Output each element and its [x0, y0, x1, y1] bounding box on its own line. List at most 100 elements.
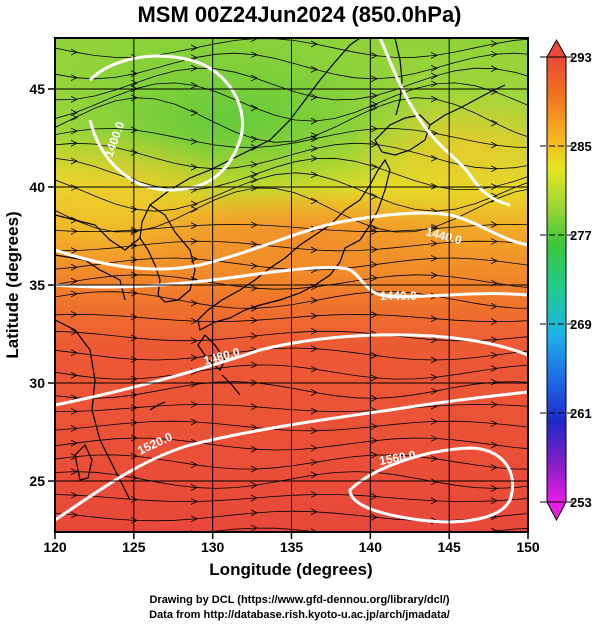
wind-arrow: [130, 79, 138, 87]
wind-arrow: [250, 176, 258, 184]
wind-arrow: [490, 50, 498, 58]
wind-arrow: [370, 101, 378, 108]
wind-arrow: [190, 82, 198, 89]
colorbar-tick-label: 277: [570, 228, 592, 243]
colorbar-tick-label: 261: [570, 406, 592, 421]
colorbar-tick-label: 293: [570, 50, 592, 65]
wind-arrow: [490, 88, 498, 96]
wind-arrow: [70, 184, 78, 191]
wind-arrow: [250, 221, 258, 229]
wind-arrow: [250, 509, 258, 517]
wind-arrow: [490, 40, 498, 47]
wind-arrow: [70, 277, 78, 285]
streamline: [55, 381, 528, 399]
y-axis-title: Latitude (degrees): [3, 211, 22, 358]
x-tick-label: 150: [516, 539, 540, 555]
streamline: [55, 403, 528, 413]
colorbar-gradient: [546, 56, 567, 503]
wind-arrow: [250, 524, 258, 532]
wind-arrow: [430, 418, 438, 425]
wind-arrow: [430, 80, 438, 88]
wind-arrow: [70, 311, 78, 318]
wind-arrow: [310, 135, 318, 143]
wind-arrow: [250, 332, 258, 340]
x-tick-label: 140: [359, 539, 383, 555]
y-axis: 25 30 35 40 45: [29, 81, 55, 489]
wind-arrow: [430, 315, 438, 323]
streamline: [55, 313, 528, 323]
wind-arrow: [250, 403, 258, 411]
map-title: MSM 00Z24Jun2024 (850.0hPa): [137, 2, 462, 27]
wind-arrow: [370, 92, 378, 100]
wind-arrow: [190, 206, 198, 213]
streamline: [55, 52, 528, 80]
wind-arrow: [70, 247, 78, 254]
wind-arrow: [430, 271, 438, 279]
wind-arrow: [250, 184, 258, 192]
wind-arrow: [310, 197, 318, 205]
wind-arrow: [130, 177, 138, 184]
y-tick-label: 45: [29, 81, 45, 97]
streamline: [55, 364, 528, 380]
wind-arrow: [250, 465, 258, 473]
wind-arrow: [130, 149, 138, 156]
wind-arrow: [430, 478, 438, 486]
wind-arrow: [190, 138, 198, 145]
wind-arrow: [490, 464, 498, 471]
wind-arrow: [430, 240, 438, 247]
wind-arrow: [490, 527, 498, 532]
wind-arrow: [130, 419, 138, 426]
wind-arrow: [310, 312, 318, 320]
wind-arrow: [370, 274, 378, 282]
wind-arrow: [250, 494, 258, 502]
wind-arrow: [490, 378, 498, 386]
wind-arrow: [70, 408, 78, 415]
wind-arrow: [490, 119, 498, 127]
wind-arrow: [310, 491, 318, 498]
streamline: [55, 454, 528, 470]
coastlines: [55, 38, 506, 501]
wind-arrow: [490, 238, 498, 245]
wind-arrow: [490, 497, 498, 505]
wind-arrow: [370, 52, 378, 59]
wind-arrow: [130, 391, 138, 399]
wind-arrow: [490, 441, 498, 449]
wind-arrow: [190, 380, 198, 388]
wind-arrow: [250, 316, 258, 324]
wind-arrow: [70, 371, 78, 379]
wind-arrow: [70, 96, 78, 103]
wind-arrow: [430, 455, 438, 463]
wind-arrow: [71, 534, 77, 540]
wind-arrow: [310, 427, 318, 435]
x-tick-label: 125: [122, 539, 146, 555]
wind-arrow: [70, 48, 78, 56]
wind-arrow: [490, 401, 498, 408]
wind-arrow: [310, 508, 318, 516]
streamline: [55, 274, 528, 290]
wind-arrow: [370, 352, 378, 359]
wind-arrow: [190, 44, 198, 52]
wind-arrow: [370, 437, 378, 444]
streamline: [55, 471, 528, 489]
wind-arrow: [70, 227, 78, 235]
colorbar-top-triangle: [546, 38, 567, 58]
colorbar-tick-label: 285: [570, 139, 592, 154]
wind-arrow: [490, 318, 498, 325]
wind-arrow: [430, 183, 438, 190]
graticule: [55, 38, 528, 532]
wind-arrow: [490, 65, 498, 73]
colorbar-tick-label: 253: [570, 495, 592, 510]
wind-arrow: [190, 299, 198, 307]
streamline: [55, 330, 528, 342]
wind-arrow: [430, 374, 438, 381]
wind-arrow: [310, 327, 318, 335]
footer-credit-line1: Drawing by DCL (https://www.gfd-dennou.o…: [149, 594, 450, 606]
wind-arrow: [70, 425, 78, 432]
wind-arrow: [130, 434, 138, 442]
wind-arrow: [250, 262, 258, 270]
wind-arrow: [430, 154, 438, 162]
wind-arrow: [190, 515, 198, 523]
wind-arrow: [250, 481, 258, 489]
wind-arrow: [250, 171, 258, 178]
